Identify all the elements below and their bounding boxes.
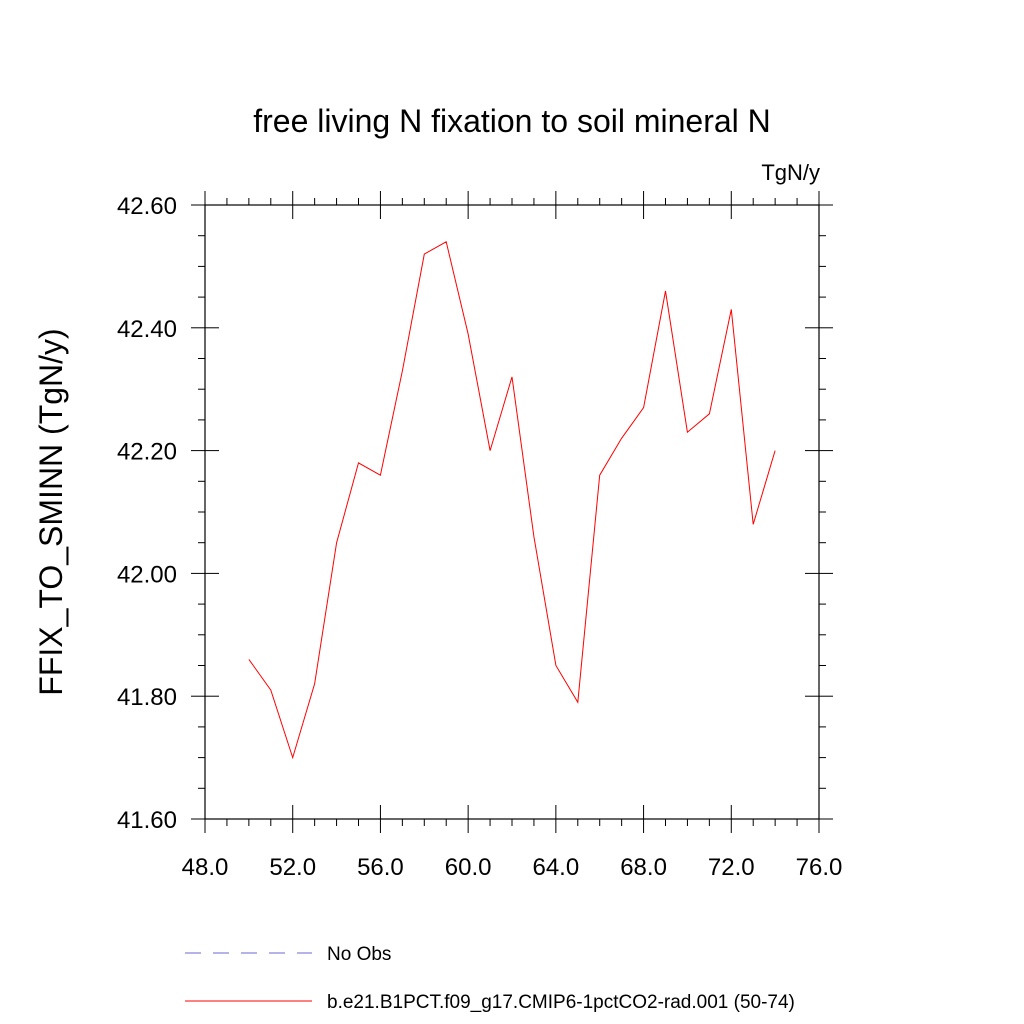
plot-series <box>248 241 776 760</box>
x-tick-label: 48.0 <box>182 854 229 881</box>
legend-label: b.e21.B1PCT.f09_g17.CMIP6-1pctCO2-rad.00… <box>327 992 795 1013</box>
y-axis-label: FFIX_TO_SMINN (TgN/y) <box>33 328 69 695</box>
y-tick-label: 42.00 <box>117 561 177 588</box>
units-label: TgN/y <box>761 160 820 185</box>
x-tick-label: 56.0 <box>357 854 404 881</box>
chart-title: free living N fixation to soil mineral N <box>253 103 771 139</box>
x-tick-label: 52.0 <box>269 854 316 881</box>
y-tick-label: 42.20 <box>117 439 177 466</box>
y-tick-label: 42.60 <box>117 193 177 220</box>
x-tick-label: 72.0 <box>708 854 755 881</box>
x-tick-label: 60.0 <box>445 854 492 881</box>
x-tick-label: 68.0 <box>620 854 667 881</box>
x-tick-label: 64.0 <box>532 854 579 881</box>
y-tick-label: 41.80 <box>117 684 177 711</box>
series-line <box>248 241 776 760</box>
x-tick-label: 76.0 <box>796 854 843 881</box>
legend-label: No Obs <box>327 944 391 965</box>
y-tick-label: 42.40 <box>117 316 177 343</box>
legend: No Obs b.e21.B1PCT.f09_g17.CMIP6-1pctCO2-… <box>185 944 795 1013</box>
y-tick-label: 41.60 <box>117 807 177 834</box>
axis-ticks <box>191 191 833 833</box>
plot-frame <box>204 204 820 820</box>
axis-tick-labels: 48.0 52.0 56.0 60.0 64.0 68.0 72.0 76.0 41.60 41.… <box>117 193 842 881</box>
